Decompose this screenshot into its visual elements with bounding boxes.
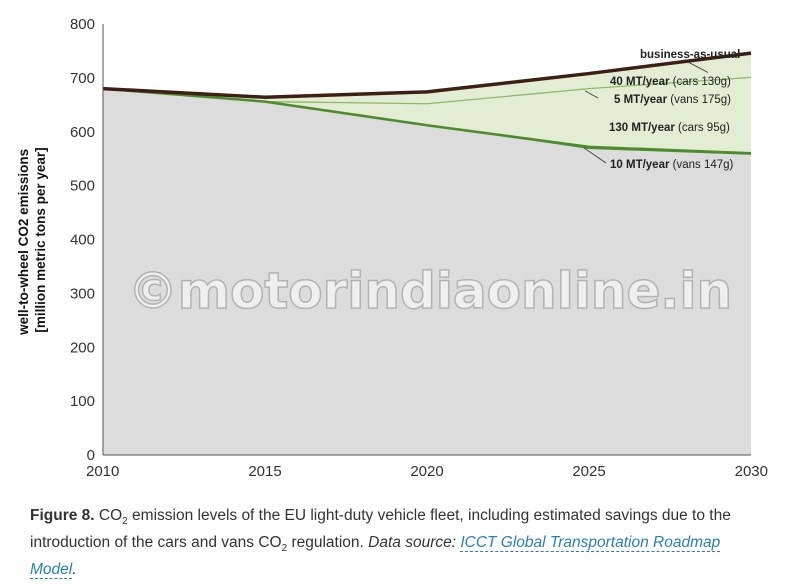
caption-text-c: regulation. <box>287 534 369 552</box>
annotation-label-detail: (cars 130g) <box>669 76 731 88</box>
x-tick-label: 2025 <box>572 463 605 480</box>
annotation-leader-line <box>583 147 607 164</box>
annotation-label-detail: (cars 95g) <box>675 122 730 134</box>
y-tick-label: 500 <box>70 178 95 195</box>
plot-area <box>102 51 752 456</box>
y-tick-label: 0 <box>87 447 95 464</box>
y-tick-label: 200 <box>70 339 95 356</box>
annotation-label-bold: 40 MT/year <box>610 76 670 88</box>
caption-text-b: emission levels of the EU light-duty veh… <box>30 507 731 552</box>
x-tick-label: 2010 <box>86 463 119 480</box>
annotation-label-bold: 10 MT/year <box>610 159 670 171</box>
y-axis-label-line1: well-to-wheel CO2 emissions <box>16 149 31 336</box>
source-prefix: Data source: <box>368 534 461 552</box>
annotation-label: 10 MT/year (vans 147g) <box>610 159 734 171</box>
annotation-leader-line <box>687 61 709 73</box>
x-tick-label: 2015 <box>248 463 281 480</box>
annotation-label-detail: (vans 175g) <box>667 94 731 106</box>
watermark: ©motorindiaonline.in <box>128 262 732 320</box>
annotation-label: 40 MT/year (cars 130g) <box>610 76 731 88</box>
caption-sub-a: 2 <box>122 516 128 528</box>
base-emissions-area <box>103 88 751 456</box>
annotation-label: 5 MT/year (vans 175g) <box>614 94 731 106</box>
annotation-label: 130 MT/year (cars 95g) <box>609 122 730 134</box>
x-tick-label: 2020 <box>410 463 443 480</box>
emissions-chart: 0 100 200 300 400 500 600 700 800 2010 2015 2020 202… <box>16 16 768 480</box>
annotation-label: business-as-usual <box>640 49 740 61</box>
x-tick-label: 2030 <box>735 463 768 480</box>
figure-label: Figure 8. <box>30 507 95 524</box>
y-axis-label-line2: [million metric tons per year] <box>33 147 48 332</box>
caption-text-a: CO <box>94 507 123 524</box>
annotation-label-bold: 130 MT/year <box>609 122 675 134</box>
y-tick-label: 300 <box>70 285 95 302</box>
y-axis-label: well-to-wheel CO2 emissions [million met… <box>16 145 48 336</box>
annotation-label-detail: (vans 147g) <box>669 159 733 171</box>
y-tick-label: 700 <box>70 70 95 87</box>
annotation-leader-line <box>584 90 599 99</box>
y-tick-label: 800 <box>70 16 95 33</box>
source-link[interactable]: ICCT Global Transportation Roadmap Model <box>30 534 721 580</box>
y-tick-label: 600 <box>70 124 95 141</box>
cars-95g-line <box>102 87 752 155</box>
y-tick-label: 400 <box>70 232 95 249</box>
figure-caption: Figure 8. CO2 emission levels of the EU … <box>30 505 760 580</box>
y-tick-label: 100 <box>70 393 95 410</box>
annotation-label-bold: 5 MT/year <box>614 94 668 106</box>
business-as-usual-line <box>102 51 752 100</box>
axes: 0 100 200 300 400 500 600 700 800 2010 2015 2020 202… <box>70 16 768 480</box>
caption-sub-b: 2 <box>281 543 288 555</box>
source-end: . <box>72 561 77 579</box>
